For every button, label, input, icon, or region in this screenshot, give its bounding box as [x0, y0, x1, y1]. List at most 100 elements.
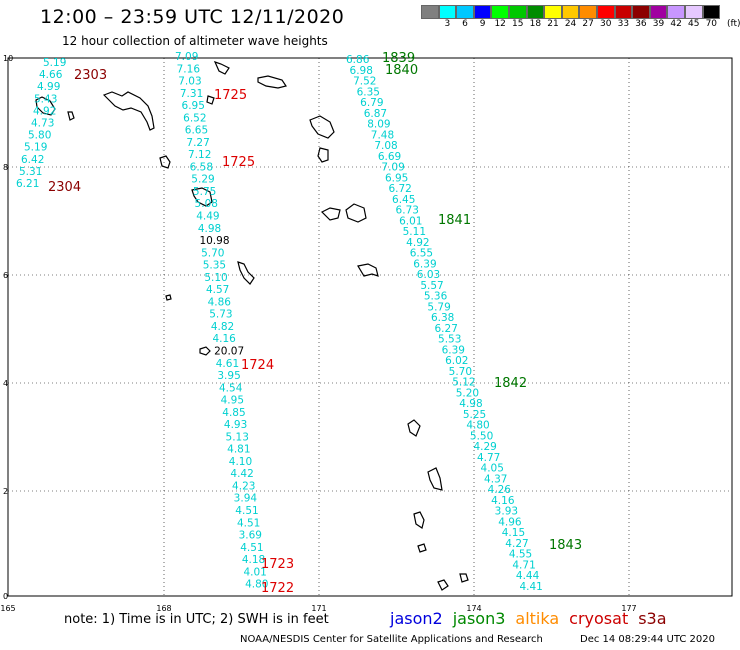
pass-time-label: 2303: [74, 68, 107, 83]
x-tick-label: 165: [0, 604, 15, 613]
wave-height-value: 4.16: [212, 333, 236, 345]
satellite-label-cryosat: cryosat: [569, 609, 629, 628]
wave-height-value: 4.61: [216, 358, 239, 370]
wave-height-value: 4.93: [224, 419, 247, 431]
y-tick-label: 4: [3, 379, 8, 388]
island-outline: [345, 203, 367, 223]
legend-label: 70: [705, 19, 718, 29]
legend-swatch: 33: [614, 5, 633, 30]
legend-swatch: 70: [702, 5, 721, 30]
x-tick-label: 168: [156, 604, 171, 613]
legend-label: 15: [512, 19, 524, 29]
footer-credit: NOAA/NESDIS Center for Satellite Applica…: [240, 634, 543, 645]
wave-height-value: 6.01: [399, 215, 422, 227]
wave-height-value: 5.20: [456, 387, 479, 399]
wave-height-value: 4.54: [219, 382, 243, 394]
y-tick-label: 2: [3, 487, 8, 496]
wave-height-value: 4.92: [33, 105, 56, 117]
wave-height-value: 7.08: [374, 140, 397, 152]
pass-time-label: 1725: [214, 88, 247, 103]
wave-height-value: 3.95: [217, 370, 240, 382]
wave-height-value: 6.65: [185, 125, 208, 137]
wave-height-value: 7.12: [188, 149, 211, 161]
wave-height-value: 4.49: [196, 211, 219, 223]
legend-swatch: 15: [508, 5, 527, 30]
wave-height-value: 6.35: [357, 86, 380, 98]
wave-height-value: 4.10: [229, 456, 252, 468]
wave-height-value: 4.98: [198, 223, 221, 235]
legend-swatch: 39: [649, 5, 668, 30]
legend-swatch: 24: [561, 5, 580, 30]
island-outline: [165, 294, 172, 301]
island-outline: [159, 155, 171, 169]
wave-height-value: 6.21: [16, 178, 39, 190]
wave-height-value: 3.69: [239, 530, 262, 542]
legend-label: 12: [494, 19, 506, 29]
chart-subtitle: 12 hour collection of altimeter wave hei…: [62, 34, 328, 48]
pass-time-label: 1722: [261, 581, 294, 596]
wave-height-value: 5.57: [420, 280, 443, 292]
wave-height-value: 4.23: [232, 480, 255, 492]
island-outline: [67, 111, 75, 121]
wave-height-value: 6.95: [385, 172, 408, 184]
wave-height-value: 6.79: [360, 97, 383, 109]
wave-height-value: 4.92: [406, 237, 429, 249]
island-outline: [309, 115, 335, 139]
island-outline: [413, 511, 425, 529]
wave-height-value: 7.09: [381, 162, 404, 174]
wave-height-value: 4.95: [221, 395, 244, 407]
track-b-values: 7.097.167.037.316.956.526.657.277.126.58…: [175, 51, 268, 591]
wave-height-value: 5.35: [203, 260, 226, 272]
wave-height-value: 5.36: [424, 291, 448, 303]
footnote: note: 1) Time is in UTC; 2) SWH is in fe…: [64, 612, 329, 627]
wave-height-value: 6.73: [396, 205, 419, 217]
satellite-label-s3a: s3a: [638, 609, 667, 628]
y-tick-label: 8: [3, 163, 8, 172]
satellite-label-jason2: jason2: [390, 609, 443, 628]
wave-height-value: 4.51: [240, 542, 263, 554]
pass-time-label: 1723: [261, 557, 294, 572]
wave-height-value: 6.95: [182, 100, 205, 112]
wave-height-value: 7.09: [175, 51, 198, 63]
legend-swatch: 36: [632, 5, 650, 30]
wave-height-value: 4.98: [459, 398, 482, 410]
pass-time-label: 2304: [48, 180, 81, 195]
legend-swatch: 45: [684, 5, 703, 30]
island-outline: [199, 346, 211, 356]
map-frame: [7, 57, 733, 597]
island-outline: [459, 573, 469, 583]
wave-height-value: 5.25: [463, 409, 486, 421]
legend-label: 21: [547, 19, 559, 29]
wave-height-value: 4.26: [488, 484, 512, 496]
wave-height-value: 7.31: [180, 88, 203, 100]
wave-height-value: 5.31: [19, 166, 42, 178]
track-c-values: 6.866.987.526.356.796.878.097.487.086.69…: [346, 54, 543, 593]
y-tick-label: 10: [3, 54, 13, 63]
island-outline: [417, 543, 427, 553]
wave-height-value: 5.50: [470, 430, 493, 442]
pass-time-label: 1840: [385, 63, 418, 78]
wave-height-value: 4.41: [519, 581, 542, 593]
y-tick-label: 0: [3, 592, 8, 601]
wave-height-value: 4.71: [512, 559, 535, 571]
pass-time-label: 1725: [222, 155, 255, 170]
grid-lines: [8, 58, 732, 596]
legend-label: 9: [479, 19, 486, 29]
wave-height-value: 6.52: [183, 112, 206, 124]
wave-height-value: 4.42: [230, 468, 253, 480]
wave-height-value: 4.16: [491, 495, 515, 507]
legend-swatch: 27: [579, 5, 597, 30]
wave-height-value: 4.29: [473, 441, 496, 453]
wave-height-value: 5.12: [452, 377, 475, 389]
wave-height-value: 6.27: [435, 323, 458, 335]
island-outlines: [35, 61, 469, 591]
pass-time-label: 1724: [241, 358, 274, 373]
pass-time-label: 1841: [438, 213, 471, 228]
wave-height-value: 4.05: [481, 463, 504, 475]
wave-height-value: 4.81: [227, 444, 250, 456]
island-outline: [317, 147, 329, 163]
wave-height-value: 6.45: [392, 194, 415, 206]
wave-height-value: 6.87: [364, 108, 387, 120]
